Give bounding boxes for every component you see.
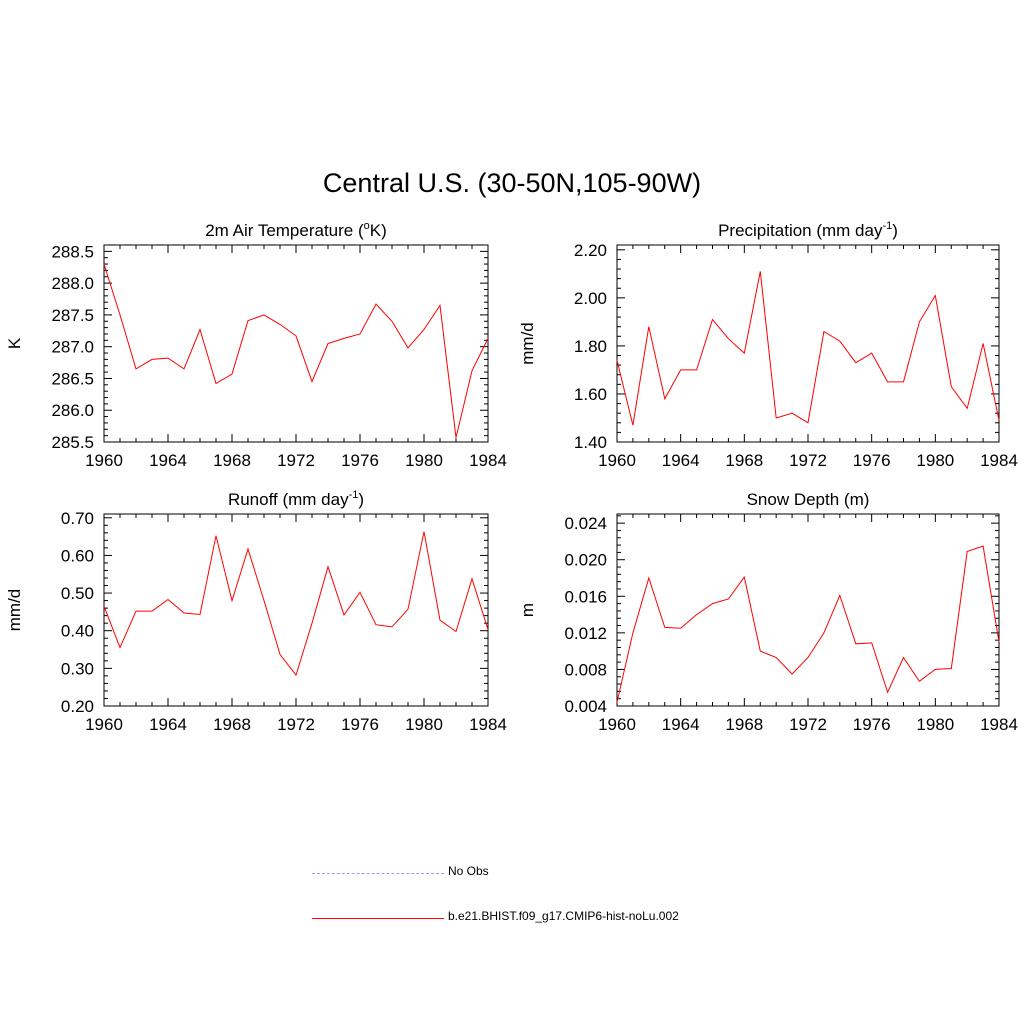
x-tick-label: 1960 — [598, 715, 636, 734]
legend-swatch-dashed — [312, 873, 444, 874]
x-tick-label: 1964 — [662, 715, 700, 734]
x-tick-label: 1972 — [789, 451, 827, 470]
x-tick-label: 1984 — [980, 715, 1018, 734]
y-tick-label: 0.50 — [61, 584, 94, 603]
y-tick-label: 287.0 — [51, 338, 94, 357]
panel-title: Precipitation (mm day-1) — [718, 220, 898, 240]
legend-swatch-solid — [312, 918, 444, 919]
y-axis-label: K — [5, 337, 24, 349]
x-tick-label: 1968 — [213, 451, 251, 470]
x-tick-label: 1972 — [277, 451, 315, 470]
y-tick-label: 287.5 — [51, 306, 94, 325]
y-tick-label: 0.30 — [61, 659, 94, 678]
chart-panel-runoff-mm-day-1: Runoff (mm day-1) mm/d 1960 1964 1968 1972 197… — [5, 489, 507, 734]
x-tick-label: 1980 — [405, 451, 443, 470]
x-tick-label: 1960 — [85, 715, 123, 734]
x-tick-label: 1976 — [341, 715, 379, 734]
y-tick-label: 0.40 — [61, 622, 94, 641]
y-tick-label: 0.024 — [564, 514, 607, 533]
x-tick-label: 1984 — [469, 715, 507, 734]
x-tick-label: 1976 — [853, 451, 891, 470]
x-tick-label: 1964 — [149, 451, 187, 470]
y-tick-label: 0.70 — [61, 509, 94, 528]
x-tick-label: 1980 — [916, 715, 954, 734]
y-tick-label: 286.0 — [51, 401, 94, 420]
x-tick-label: 1964 — [662, 451, 700, 470]
panel-title: Snow Depth (m) — [747, 490, 870, 509]
x-tick-label: 1972 — [789, 715, 827, 734]
x-tick-label: 1960 — [85, 451, 123, 470]
y-tick-label: 2.00 — [574, 289, 607, 308]
legend-label: No Obs — [448, 864, 489, 878]
y-axis-label: mm/d — [5, 589, 24, 632]
plot-frame — [616, 513, 1000, 707]
y-axis-label: m — [518, 603, 537, 617]
figure-title: Central U.S. (30-50N,105-90W) — [322, 168, 702, 198]
series-line — [616, 271, 1000, 426]
x-tick-label: 1980 — [916, 451, 954, 470]
x-tick-label: 1964 — [149, 715, 187, 734]
y-tick-label: 288.0 — [51, 274, 94, 293]
x-tick-label: 1984 — [469, 451, 507, 470]
y-tick-label: 0.016 — [564, 587, 607, 606]
x-tick-label: 1980 — [405, 715, 443, 734]
y-tick-label: 1.60 — [574, 385, 607, 404]
y-tick-label: 1.80 — [574, 337, 607, 356]
y-tick-label: 0.008 — [564, 660, 607, 679]
x-tick-label: 1960 — [598, 451, 636, 470]
plot-frame — [616, 244, 1000, 443]
y-tick-label: 2.20 — [574, 241, 607, 260]
chart-panel-snow-depth-m: Snow Depth (m) m 1960 1964 1968 1972 1976 1980 1… — [518, 490, 1018, 734]
plot-frame — [103, 244, 489, 443]
x-tick-label: 1976 — [853, 715, 891, 734]
y-tick-label: 0.012 — [564, 624, 607, 643]
x-tick-label: 1976 — [341, 451, 379, 470]
x-tick-label: 1968 — [213, 715, 251, 734]
x-tick-label: 1984 — [980, 451, 1018, 470]
legend-label: b.e21.BHIST.f09_g17.CMIP6-hist-noLu.002 — [448, 909, 679, 923]
y-tick-label: 288.5 — [51, 242, 94, 261]
y-tick-label: 286.5 — [51, 369, 94, 388]
series-line — [103, 531, 489, 677]
plot-frame — [103, 513, 489, 707]
chart-panel-precipitation-mm-day-1: Precipitation (mm day-1) mm/d 1960 1964 1968… — [518, 220, 1018, 470]
y-axis-label: mm/d — [518, 322, 537, 365]
y-tick-label: 285.5 — [51, 433, 94, 452]
y-tick-label: 0.004 — [564, 697, 607, 716]
panel-title: 2m Air Temperature (oK) — [205, 220, 387, 240]
chart-panel-2m-air-temperature-ok: 2m Air Temperature (oK) K 1960 1964 1968 1972… — [5, 220, 507, 470]
x-tick-label: 1968 — [725, 715, 763, 734]
x-tick-label: 1972 — [277, 715, 315, 734]
series-line — [103, 263, 489, 438]
y-tick-label: 0.020 — [564, 551, 607, 570]
y-tick-label: 0.60 — [61, 546, 94, 565]
x-tick-label: 1968 — [725, 451, 763, 470]
y-tick-label: 1.40 — [574, 433, 607, 452]
y-tick-label: 0.20 — [61, 697, 94, 716]
panel-title: Runoff (mm day-1) — [228, 489, 364, 509]
series-line — [616, 545, 1000, 703]
